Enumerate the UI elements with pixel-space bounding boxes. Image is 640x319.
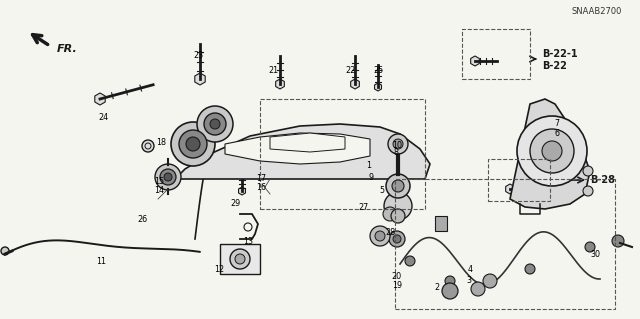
Text: B-22: B-22 [542, 61, 567, 71]
Text: 3: 3 [466, 276, 471, 285]
Text: 6: 6 [554, 130, 559, 138]
Text: 15: 15 [154, 177, 164, 186]
Text: 2: 2 [434, 283, 439, 292]
Polygon shape [225, 133, 370, 164]
Text: 11: 11 [96, 257, 106, 266]
Text: 25: 25 [374, 66, 384, 75]
Text: 9: 9 [369, 173, 374, 182]
Circle shape [442, 283, 458, 299]
Polygon shape [95, 93, 105, 105]
Circle shape [197, 106, 233, 142]
Circle shape [393, 235, 401, 243]
Text: 16: 16 [256, 183, 266, 192]
Text: FR.: FR. [57, 44, 77, 54]
Polygon shape [510, 99, 590, 209]
Text: 7: 7 [554, 119, 559, 128]
Text: B-22-1: B-22-1 [542, 49, 578, 59]
Circle shape [155, 164, 181, 190]
Circle shape [393, 139, 403, 149]
Polygon shape [270, 133, 345, 152]
Text: 13: 13 [243, 237, 253, 246]
Polygon shape [506, 184, 515, 194]
Text: 8: 8 [393, 148, 398, 157]
Circle shape [445, 276, 455, 286]
Polygon shape [239, 187, 246, 195]
Circle shape [210, 119, 220, 129]
Text: SNAAB2700: SNAAB2700 [572, 8, 622, 17]
Circle shape [230, 249, 250, 269]
Bar [435, 216, 447, 231]
Bar [220, 244, 260, 274]
Text: 30: 30 [590, 250, 600, 259]
Circle shape [388, 134, 408, 154]
Circle shape [542, 141, 562, 161]
Circle shape [160, 169, 176, 185]
Circle shape [525, 264, 535, 274]
Text: 26: 26 [137, 215, 147, 224]
Text: 23: 23 [193, 51, 204, 60]
Circle shape [370, 226, 390, 246]
Circle shape [383, 207, 397, 221]
Text: 1: 1 [366, 161, 371, 170]
Text: 27: 27 [358, 204, 369, 212]
Polygon shape [195, 73, 205, 85]
Text: 28: 28 [385, 228, 396, 237]
Circle shape [386, 174, 410, 198]
Circle shape [164, 173, 172, 181]
Text: 29: 29 [230, 199, 241, 208]
Text: 21: 21 [269, 66, 279, 75]
Text: 14: 14 [154, 186, 164, 195]
Text: 24: 24 [99, 113, 109, 122]
Circle shape [179, 130, 207, 158]
Circle shape [392, 180, 404, 192]
Circle shape [1, 247, 9, 255]
Circle shape [389, 231, 405, 247]
Text: 10: 10 [392, 141, 402, 150]
Text: 19: 19 [392, 281, 402, 290]
Circle shape [530, 129, 574, 173]
Circle shape [483, 274, 497, 288]
Polygon shape [470, 56, 479, 66]
Circle shape [583, 166, 593, 176]
Text: 5: 5 [380, 186, 385, 195]
Polygon shape [276, 79, 284, 89]
Circle shape [612, 235, 624, 247]
Text: 12: 12 [214, 265, 224, 274]
Polygon shape [374, 83, 381, 91]
Text: 22: 22 [346, 66, 356, 75]
Polygon shape [175, 124, 430, 179]
Circle shape [235, 254, 245, 264]
Circle shape [142, 140, 154, 152]
Circle shape [375, 231, 385, 241]
Text: 18: 18 [156, 138, 166, 147]
Text: B-28: B-28 [590, 175, 615, 185]
Circle shape [171, 122, 215, 166]
Circle shape [204, 113, 226, 135]
Circle shape [186, 137, 200, 151]
Circle shape [405, 256, 415, 266]
Circle shape [384, 192, 412, 220]
Circle shape [391, 209, 405, 223]
Text: 4: 4 [468, 265, 473, 274]
Polygon shape [351, 79, 359, 89]
Circle shape [471, 282, 485, 296]
Circle shape [583, 186, 593, 196]
Circle shape [517, 116, 587, 186]
Text: 20: 20 [392, 272, 402, 281]
Text: 17: 17 [256, 174, 266, 183]
Circle shape [585, 242, 595, 252]
